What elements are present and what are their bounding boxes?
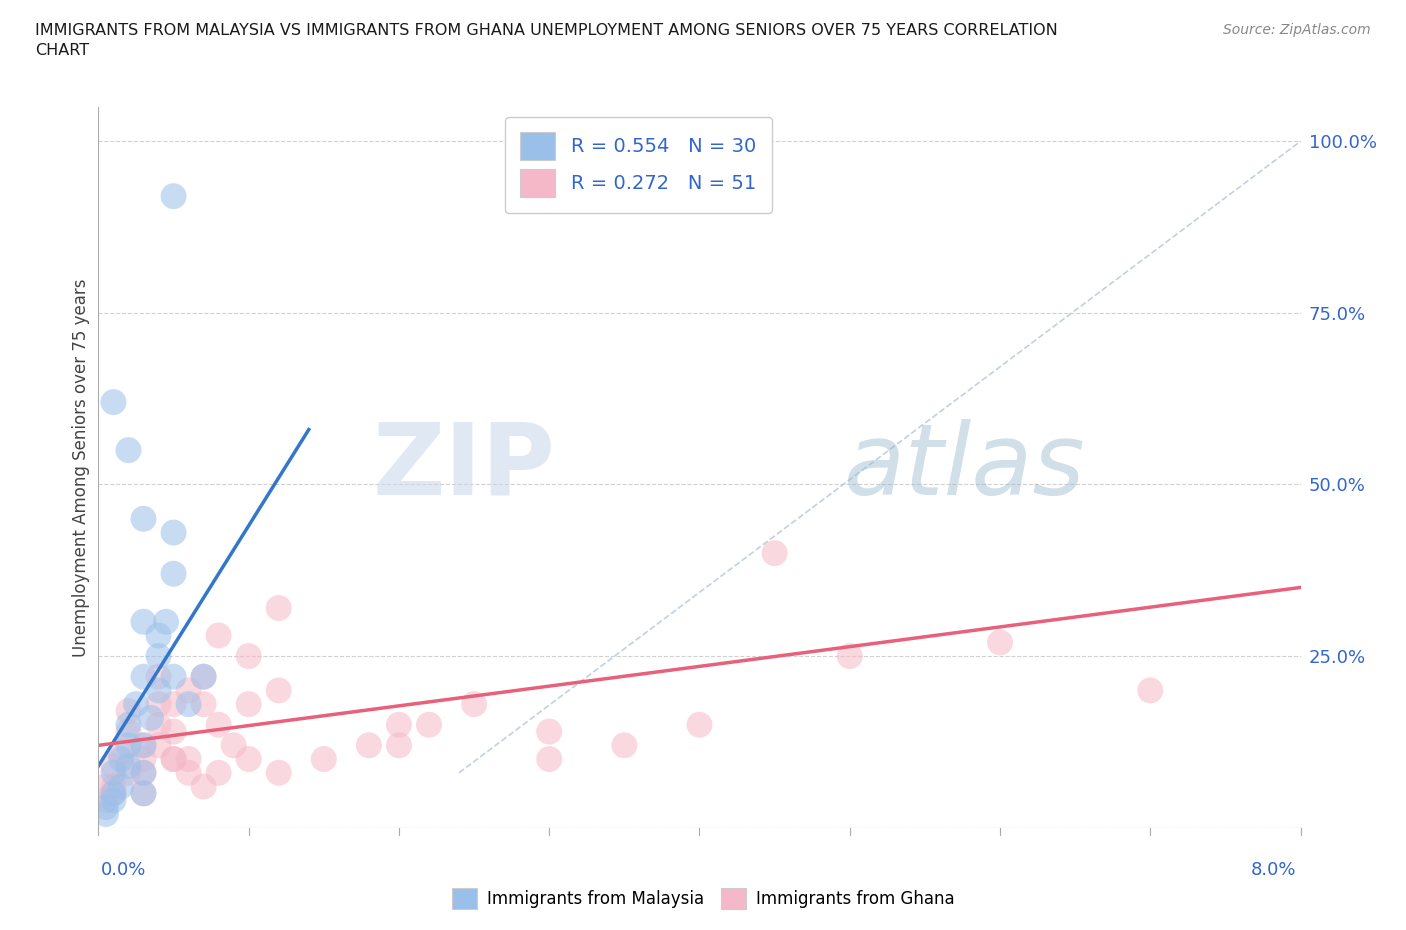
- Point: [117, 765, 139, 780]
- Point: [148, 737, 170, 752]
- Point: [1139, 683, 1161, 698]
- Point: [162, 751, 184, 766]
- Point: [148, 717, 170, 732]
- Point: [193, 670, 215, 684]
- Point: [177, 765, 200, 780]
- Point: [110, 779, 132, 794]
- Point: [463, 697, 485, 711]
- Point: [155, 615, 177, 630]
- Point: [267, 601, 290, 616]
- Text: IMMIGRANTS FROM MALAYSIA VS IMMIGRANTS FROM GHANA UNEMPLOYMENT AMONG SENIORS OVE: IMMIGRANTS FROM MALAYSIA VS IMMIGRANTS F…: [35, 23, 1057, 58]
- Point: [117, 737, 139, 752]
- Point: [177, 683, 200, 698]
- Point: [162, 670, 184, 684]
- Point: [94, 792, 117, 807]
- Point: [193, 779, 215, 794]
- Point: [103, 792, 125, 807]
- Point: [139, 711, 162, 725]
- Point: [132, 765, 155, 780]
- Point: [117, 717, 139, 732]
- Point: [613, 737, 636, 752]
- Point: [103, 394, 125, 409]
- Point: [110, 751, 132, 766]
- Text: 8.0%: 8.0%: [1251, 860, 1296, 879]
- Point: [538, 724, 561, 739]
- Text: 0.0%: 0.0%: [101, 860, 146, 879]
- Point: [177, 697, 200, 711]
- Point: [132, 786, 155, 801]
- Point: [132, 737, 155, 752]
- Point: [193, 697, 215, 711]
- Point: [238, 751, 260, 766]
- Point: [177, 751, 200, 766]
- Point: [103, 765, 125, 780]
- Point: [148, 683, 170, 698]
- Point: [94, 800, 117, 815]
- Legend: R = 0.554   N = 30, R = 0.272   N = 51: R = 0.554 N = 30, R = 0.272 N = 51: [505, 116, 772, 213]
- Point: [208, 765, 231, 780]
- Point: [117, 704, 139, 719]
- Point: [148, 648, 170, 663]
- Point: [94, 806, 117, 821]
- Text: atlas: atlas: [844, 418, 1085, 516]
- Point: [267, 765, 290, 780]
- Point: [312, 751, 335, 766]
- Legend: Immigrants from Malaysia, Immigrants from Ghana: Immigrants from Malaysia, Immigrants fro…: [443, 880, 963, 917]
- Point: [132, 786, 155, 801]
- Point: [162, 697, 184, 711]
- Point: [222, 737, 245, 752]
- Point: [94, 779, 117, 794]
- Point: [117, 443, 139, 458]
- Point: [148, 670, 170, 684]
- Point: [110, 745, 132, 760]
- Point: [208, 717, 231, 732]
- Point: [193, 670, 215, 684]
- Y-axis label: Unemployment Among Seniors over 75 years: Unemployment Among Seniors over 75 years: [72, 278, 90, 657]
- Point: [132, 765, 155, 780]
- Point: [388, 737, 411, 752]
- Point: [162, 724, 184, 739]
- Point: [388, 717, 411, 732]
- Point: [103, 786, 125, 801]
- Point: [132, 512, 155, 526]
- Point: [538, 751, 561, 766]
- Point: [418, 717, 440, 732]
- Point: [208, 628, 231, 643]
- Point: [132, 670, 155, 684]
- Point: [267, 683, 290, 698]
- Point: [103, 786, 125, 801]
- Point: [117, 724, 139, 739]
- Point: [132, 737, 155, 752]
- Point: [162, 751, 184, 766]
- Point: [162, 189, 184, 204]
- Point: [763, 546, 786, 561]
- Point: [689, 717, 711, 732]
- Point: [148, 628, 170, 643]
- Point: [125, 697, 148, 711]
- Point: [162, 525, 184, 540]
- Point: [132, 615, 155, 630]
- Point: [838, 648, 860, 663]
- Text: Source: ZipAtlas.com: Source: ZipAtlas.com: [1223, 23, 1371, 37]
- Point: [103, 779, 125, 794]
- Point: [238, 697, 260, 711]
- Point: [132, 751, 155, 766]
- Text: ZIP: ZIP: [373, 418, 555, 516]
- Point: [103, 759, 125, 774]
- Point: [162, 566, 184, 581]
- Point: [357, 737, 380, 752]
- Point: [988, 635, 1011, 650]
- Point: [148, 697, 170, 711]
- Point: [238, 648, 260, 663]
- Point: [117, 759, 139, 774]
